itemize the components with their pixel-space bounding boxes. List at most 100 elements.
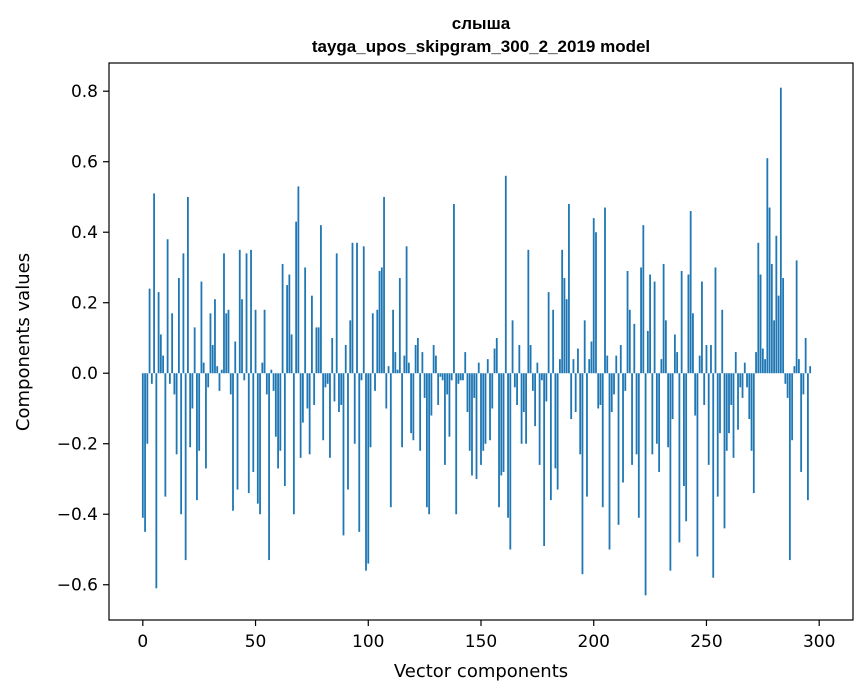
bar: [256, 373, 259, 504]
bar: [371, 313, 374, 374]
bar: [435, 355, 437, 374]
bar: [394, 352, 397, 374]
bar: [502, 373, 505, 472]
bar: [793, 366, 796, 374]
bar: [419, 373, 422, 451]
bar: [263, 309, 266, 374]
bar: [707, 373, 710, 465]
bar: [171, 313, 174, 374]
y-tick-label: −0.2: [57, 435, 98, 455]
bar: [568, 204, 570, 374]
bar: [351, 242, 354, 374]
bar: [622, 373, 624, 483]
bar: [583, 320, 586, 374]
bar: [392, 309, 394, 374]
bar: [723, 373, 726, 529]
bar: [516, 373, 518, 405]
bar: [604, 207, 606, 374]
bar: [356, 242, 358, 374]
bar: [401, 373, 403, 448]
bar-series: [141, 87, 812, 596]
bar: [757, 242, 760, 374]
bar: [477, 362, 480, 374]
bar: [671, 373, 674, 420]
bar: [157, 292, 160, 374]
y-tick-label: 0.2: [71, 294, 98, 314]
bar: [759, 274, 762, 374]
bar: [416, 337, 419, 374]
bar: [646, 330, 649, 374]
bar: [184, 373, 187, 561]
bar: [522, 373, 525, 413]
bar: [495, 337, 498, 374]
bar: [788, 373, 791, 561]
bar: [592, 218, 595, 374]
x-axis: 0 50 100 150 200 250 300: [137, 620, 835, 652]
bar: [764, 359, 766, 374]
bar: [664, 320, 667, 374]
bar: [752, 373, 755, 494]
bar: [651, 373, 654, 455]
bar: [694, 373, 697, 416]
y-tick-label: −0.4: [57, 505, 98, 525]
bar: [500, 373, 503, 476]
bar: [446, 373, 449, 395]
bar: [425, 373, 428, 508]
bar: [423, 373, 426, 398]
bar: [326, 373, 329, 384]
bar: [462, 373, 464, 381]
bar: [252, 373, 255, 472]
bar: [746, 373, 748, 388]
bar: [349, 320, 352, 374]
bar: [437, 373, 440, 405]
bar: [599, 373, 602, 405]
bar: [389, 373, 392, 508]
bar: [716, 373, 719, 497]
bar: [335, 253, 338, 374]
bar: [786, 373, 789, 398]
bar: [531, 373, 534, 391]
bar: [175, 373, 178, 455]
bar: [144, 373, 146, 532]
bar: [378, 270, 381, 374]
bar: [453, 204, 455, 374]
bar: [807, 373, 809, 501]
bar: [464, 352, 467, 374]
bar: [290, 334, 293, 374]
bar: [775, 235, 778, 374]
bar: [784, 373, 787, 384]
bar: [782, 278, 785, 374]
bar: [667, 373, 670, 448]
bar: [590, 341, 593, 374]
bar: [741, 373, 744, 398]
bar: [669, 373, 672, 571]
bar: [141, 373, 144, 518]
bar: [642, 225, 645, 374]
bar: [407, 362, 410, 374]
bar: [755, 352, 757, 374]
bar: [209, 313, 212, 374]
bar: [635, 373, 638, 455]
bar: [380, 267, 383, 374]
bar: [507, 373, 509, 518]
bar: [486, 359, 489, 374]
bar: [518, 345, 521, 374]
bar: [527, 249, 530, 374]
bar: [304, 267, 307, 374]
bar: [554, 373, 557, 469]
bar: [728, 373, 730, 434]
bar: [223, 253, 225, 374]
bar: [297, 186, 300, 374]
x-tick-label: 250: [690, 632, 722, 652]
bar: [232, 373, 234, 511]
bar: [247, 373, 250, 494]
bar: [369, 373, 372, 448]
bar: [660, 359, 663, 374]
bar: [166, 239, 169, 374]
bar: [655, 373, 658, 444]
bar: [155, 373, 158, 589]
bar: [428, 373, 431, 515]
bar: [279, 373, 282, 451]
bar: [268, 373, 270, 561]
bar: [547, 292, 550, 374]
